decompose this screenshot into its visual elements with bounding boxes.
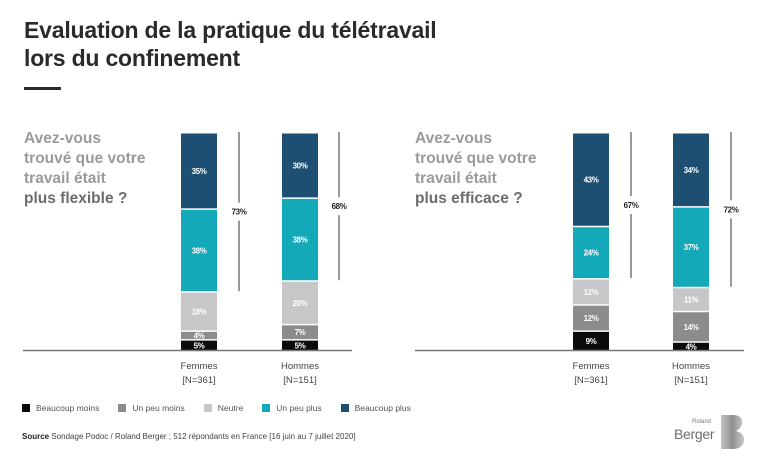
logo-name: Berger — [674, 426, 715, 442]
category-sublabel: [N=361] — [182, 375, 216, 386]
data-label: 20% — [293, 299, 308, 308]
bar-segment-beaucoup-moins-femmes — [181, 340, 217, 350]
data-label: 12% — [584, 314, 599, 323]
bar-segment-beaucoup-plus-hommes — [673, 133, 709, 207]
legend-swatch — [118, 404, 127, 412]
data-label: 5% — [295, 341, 306, 350]
data-label: 12% — [584, 288, 599, 297]
data-label: 4% — [686, 342, 697, 351]
legend-item-un-peu-moins: Un peu moins — [118, 403, 185, 413]
legend-swatch — [340, 404, 349, 412]
bar-segment-un-peu-moins-femmes — [573, 305, 609, 331]
roland-berger-logo: Roland Berger — [674, 414, 754, 454]
data-label: 14% — [684, 323, 699, 332]
legend-label: Beaucoup plus — [354, 403, 411, 413]
category-label: Femmes — [573, 361, 610, 372]
question-line: trouvé que votre — [415, 150, 537, 167]
bar-segment-un-peu-moins-femmes — [181, 331, 217, 340]
bar-segment-neutre-femmes — [181, 292, 217, 331]
question-line: Avez-vous — [24, 130, 101, 147]
data-label: 7% — [295, 328, 306, 337]
category-sublabel: [N=151] — [283, 375, 317, 386]
bar-segment-beaucoup-plus-hommes — [282, 133, 318, 198]
data-label: 5% — [194, 341, 205, 350]
legend-item-beaucoup-moins: Beaucoup moins — [22, 403, 99, 413]
data-label: 30% — [293, 161, 308, 170]
data-label: 38% — [293, 236, 308, 245]
category-label: Hommes — [672, 361, 710, 372]
data-label: 35% — [192, 167, 207, 176]
legend: Beaucoup moins Un peu moins Neutre Un pe… — [22, 403, 430, 413]
bar-segment-beaucoup-moins-hommes — [282, 340, 318, 350]
logo-b-icon — [721, 415, 745, 449]
question-line: Avez-vous — [415, 130, 492, 147]
data-label: 4% — [194, 331, 205, 340]
category-label: Hommes — [281, 361, 319, 372]
bar-segment-beaucoup-moins-hommes — [673, 342, 709, 350]
stacked-bar-charts: 5%4%18%38%35%73%Femmes[N=361]5%7%20%38%3… — [23, 132, 744, 386]
title-rule — [24, 87, 61, 90]
legend-label: Beaucoup moins — [36, 403, 100, 413]
data-label: 38% — [192, 246, 207, 255]
bar-segment-un-peu-plus-hommes — [673, 207, 709, 287]
question-emphasis: plus flexible ? — [24, 190, 128, 207]
data-label: 11% — [684, 296, 699, 305]
question-line: trouvé que votre — [24, 150, 146, 167]
bracket-total-label: 67% — [624, 201, 639, 210]
bracket-total-label: 73% — [232, 208, 247, 217]
question-emphasis: plus efficace ? — [415, 190, 523, 207]
category-sublabel: [N=151] — [674, 375, 708, 386]
category-sublabel: [N=361] — [574, 375, 608, 386]
bar-segment-neutre-hommes — [673, 288, 709, 311]
data-label: 9% — [586, 337, 597, 346]
data-label: 34% — [684, 166, 699, 175]
question-efficace: Avez-vous trouvé que votre travail était… — [415, 129, 575, 209]
bar-segment-un-peu-plus-femmes — [181, 209, 217, 292]
source-note: Source Sondage Podoc / Roland Berger ; 5… — [22, 432, 356, 441]
legend-label: Neutre — [217, 403, 244, 413]
legend-item-neutre: Neutre — [203, 403, 244, 413]
bar-segment-un-peu-plus-hommes — [282, 198, 318, 281]
category-label: Femmes — [181, 361, 218, 372]
bar-segment-neutre-femmes — [573, 279, 609, 305]
legend-swatch — [22, 404, 30, 412]
data-label: 24% — [584, 249, 599, 258]
data-label: 18% — [192, 308, 207, 317]
data-label: 37% — [684, 243, 699, 252]
bar-segment-un-peu-plus-femmes — [573, 227, 609, 279]
question-line: travail était — [415, 170, 497, 187]
bracket-total-label: 68% — [332, 202, 347, 211]
bar-segment-beaucoup-plus-femmes — [573, 133, 609, 226]
logo-small-text: Roland — [692, 419, 712, 425]
bar-segment-un-peu-moins-hommes — [673, 312, 709, 342]
page-title: Evaluation de la pratique du télétravail… — [24, 16, 437, 72]
question-line: travail était — [24, 170, 106, 187]
title-line-2: lors du confinement — [24, 45, 240, 71]
bar-segment-un-peu-moins-hommes — [282, 325, 318, 340]
bar-segment-neutre-hommes — [282, 281, 318, 324]
bracket-total-label: 72% — [724, 205, 739, 214]
bar-segment-beaucoup-moins-femmes — [573, 331, 609, 350]
legend-swatch — [262, 404, 271, 412]
legend-swatch — [203, 404, 212, 412]
question-flexible: Avez-vous trouvé que votre travail était… — [24, 129, 184, 209]
legend-item-un-peu-plus: Un peu plus — [262, 403, 322, 413]
legend-item-beaucoup-plus: Beaucoup plus — [340, 403, 411, 413]
legend-label: Un peu moins — [132, 403, 185, 413]
source-text: Sondage Podoc / Roland Berger ; 512 répo… — [51, 432, 356, 441]
data-label: 43% — [584, 176, 599, 185]
bar-segment-beaucoup-plus-femmes — [181, 133, 217, 209]
title-line-1: Evaluation de la pratique du télétravail — [24, 17, 437, 43]
legend-label: Un peu plus — [276, 403, 322, 413]
source-label: Source — [22, 432, 50, 441]
